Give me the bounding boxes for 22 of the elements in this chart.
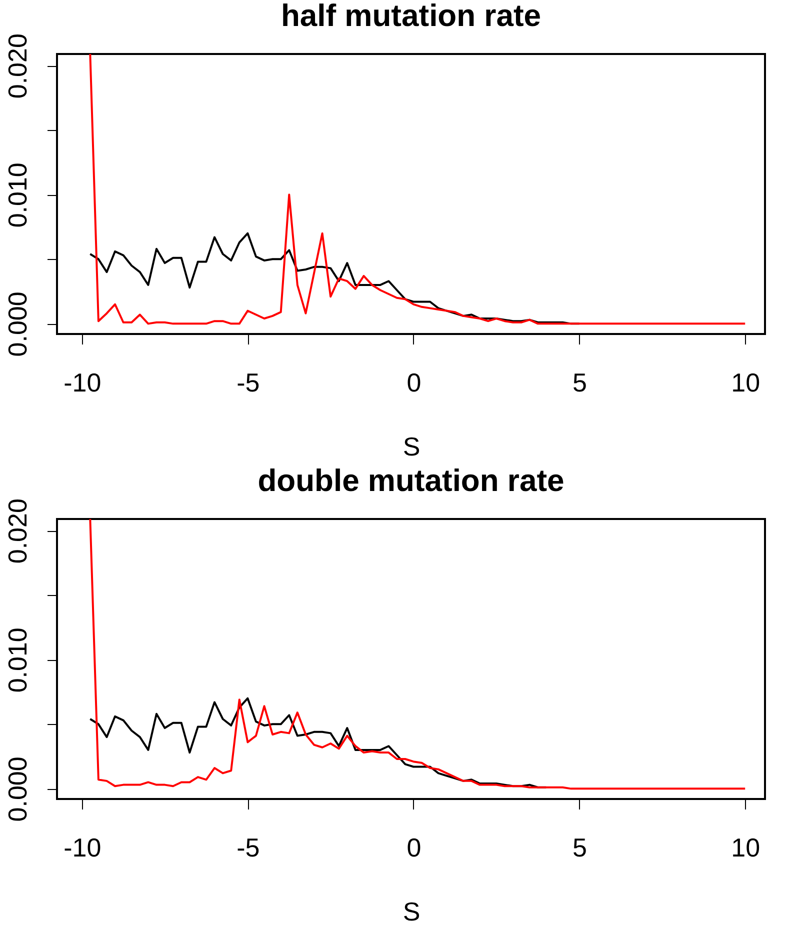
x-tick-label: 5 bbox=[572, 368, 588, 398]
x-axis-title: S bbox=[402, 432, 420, 462]
line-series bbox=[89, 54, 746, 325]
x-tick-label: -10 bbox=[64, 368, 102, 398]
y-tick-label: 0.000 bbox=[2, 292, 32, 357]
x-tick-label: 5 bbox=[572, 832, 588, 862]
chart-title: double mutation rate bbox=[258, 463, 564, 498]
y-tick-label: 0.010 bbox=[2, 162, 32, 228]
chart-title: half mutation rate bbox=[280, 0, 542, 34]
x-tick-label: 0 bbox=[406, 832, 422, 862]
x-tick-label: 10 bbox=[731, 368, 760, 398]
y-tick-label: 0.020 bbox=[2, 34, 32, 99]
x-tick-label: -10 bbox=[64, 832, 102, 862]
y-tick-label: 0.020 bbox=[2, 498, 32, 564]
x-axis-title: S bbox=[402, 896, 420, 926]
x-tick-label: -5 bbox=[236, 368, 260, 398]
x-tick-label: 10 bbox=[731, 832, 760, 862]
x-tick-label: 0 bbox=[406, 368, 422, 398]
y-tick-label: 0.000 bbox=[2, 756, 32, 822]
line-series bbox=[89, 519, 746, 790]
x-tick-label: -5 bbox=[236, 832, 260, 862]
y-tick-label: 0.010 bbox=[2, 628, 32, 693]
